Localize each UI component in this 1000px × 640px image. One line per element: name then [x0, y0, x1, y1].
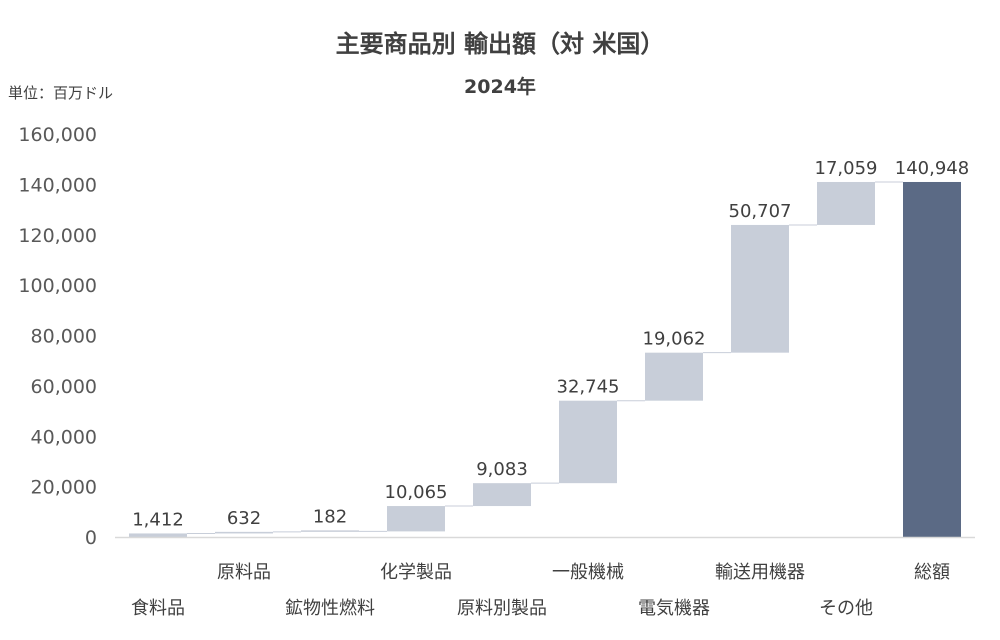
bar-increment — [215, 531, 273, 534]
y-tick-label: 140,000 — [18, 174, 97, 196]
data-label: 50,707 — [729, 201, 792, 222]
x-tick-label: 輸送用機器 — [715, 562, 805, 583]
y-axis: 0 20,000 40,000 60,000 80,000 100,000 120,000 1… — [18, 124, 97, 549]
data-label: 32,745 — [557, 377, 620, 398]
x-tick-label: 一般機械 — [552, 562, 624, 583]
bar-increment — [817, 181, 875, 225]
connectors — [187, 181, 903, 534]
x-tick-label: その他 — [819, 598, 873, 619]
y-tick-label: 120,000 — [18, 225, 97, 247]
y-tick-label: 60,000 — [31, 376, 97, 398]
y-tick-label: 100,000 — [18, 275, 97, 297]
data-label: 17,059 — [815, 158, 878, 179]
x-tick-label: 電気機器 — [638, 598, 710, 619]
bars — [129, 181, 961, 537]
x-tick-label: 鉱物性燃料 — [285, 598, 375, 619]
bar-increment — [301, 530, 359, 532]
chart-subtitle: 2024年 — [464, 75, 536, 98]
data-label: 10,065 — [385, 482, 448, 503]
data-label: 182 — [313, 506, 347, 527]
y-tick-label: 0 — [85, 527, 97, 549]
x-tick-label: 化学製品 — [380, 562, 452, 583]
bar-increment — [129, 533, 187, 537]
bar-increment — [731, 224, 789, 353]
data-label: 1,412 — [132, 509, 184, 530]
y-tick-label: 80,000 — [31, 326, 97, 348]
y-tick-label: 40,000 — [31, 426, 97, 448]
x-tick-label: 食料品 — [131, 598, 185, 619]
x-tick-label: 原料品 — [217, 562, 271, 583]
data-label: 9,083 — [476, 459, 528, 480]
chart-title: 主要商品別 輸出額（対 米国） — [336, 30, 665, 58]
bar-increment — [387, 506, 445, 532]
x-tick-label: 総額 — [914, 562, 950, 583]
y-tick-label: 160,000 — [18, 124, 97, 146]
bar-increment — [559, 400, 617, 484]
bar-increment — [645, 352, 703, 401]
x-tick-label: 原料別製品 — [457, 598, 547, 619]
unit-label: 単位：百万ドル — [8, 84, 113, 102]
data-label: 632 — [227, 508, 261, 529]
data-labels: 1,412 632 182 10,065 9,083 32,745 19,062 50,707… — [132, 158, 969, 530]
bar-total — [903, 181, 961, 537]
data-label: 140,948 — [895, 158, 969, 179]
data-label: 19,062 — [643, 329, 706, 350]
y-tick-label: 20,000 — [31, 477, 97, 499]
bar-increment — [473, 483, 531, 507]
